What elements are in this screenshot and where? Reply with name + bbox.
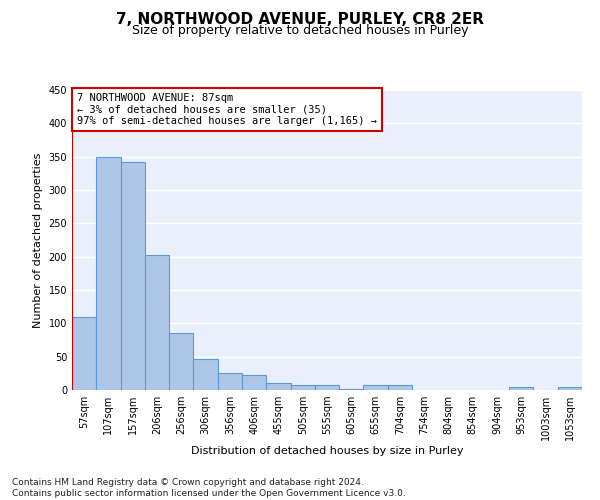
- Bar: [558, 386, 582, 390]
- Bar: [121, 162, 145, 390]
- Y-axis label: Number of detached properties: Number of detached properties: [33, 152, 43, 328]
- Bar: [193, 360, 218, 390]
- X-axis label: Distribution of detached houses by size in Purley: Distribution of detached houses by size …: [191, 446, 463, 456]
- Bar: [218, 374, 242, 390]
- Bar: [315, 386, 339, 390]
- Bar: [266, 384, 290, 390]
- Bar: [509, 386, 533, 390]
- Text: Contains HM Land Registry data © Crown copyright and database right 2024.
Contai: Contains HM Land Registry data © Crown c…: [12, 478, 406, 498]
- Bar: [388, 386, 412, 390]
- Bar: [339, 388, 364, 390]
- Bar: [290, 386, 315, 390]
- Text: 7, NORTHWOOD AVENUE, PURLEY, CR8 2ER: 7, NORTHWOOD AVENUE, PURLEY, CR8 2ER: [116, 12, 484, 28]
- Bar: [72, 316, 96, 390]
- Bar: [169, 334, 193, 390]
- Text: Size of property relative to detached houses in Purley: Size of property relative to detached ho…: [132, 24, 468, 37]
- Text: 7 NORTHWOOD AVENUE: 87sqm
← 3% of detached houses are smaller (35)
97% of semi-d: 7 NORTHWOOD AVENUE: 87sqm ← 3% of detach…: [77, 93, 377, 126]
- Bar: [96, 158, 121, 390]
- Bar: [242, 374, 266, 390]
- Bar: [364, 386, 388, 390]
- Bar: [145, 254, 169, 390]
